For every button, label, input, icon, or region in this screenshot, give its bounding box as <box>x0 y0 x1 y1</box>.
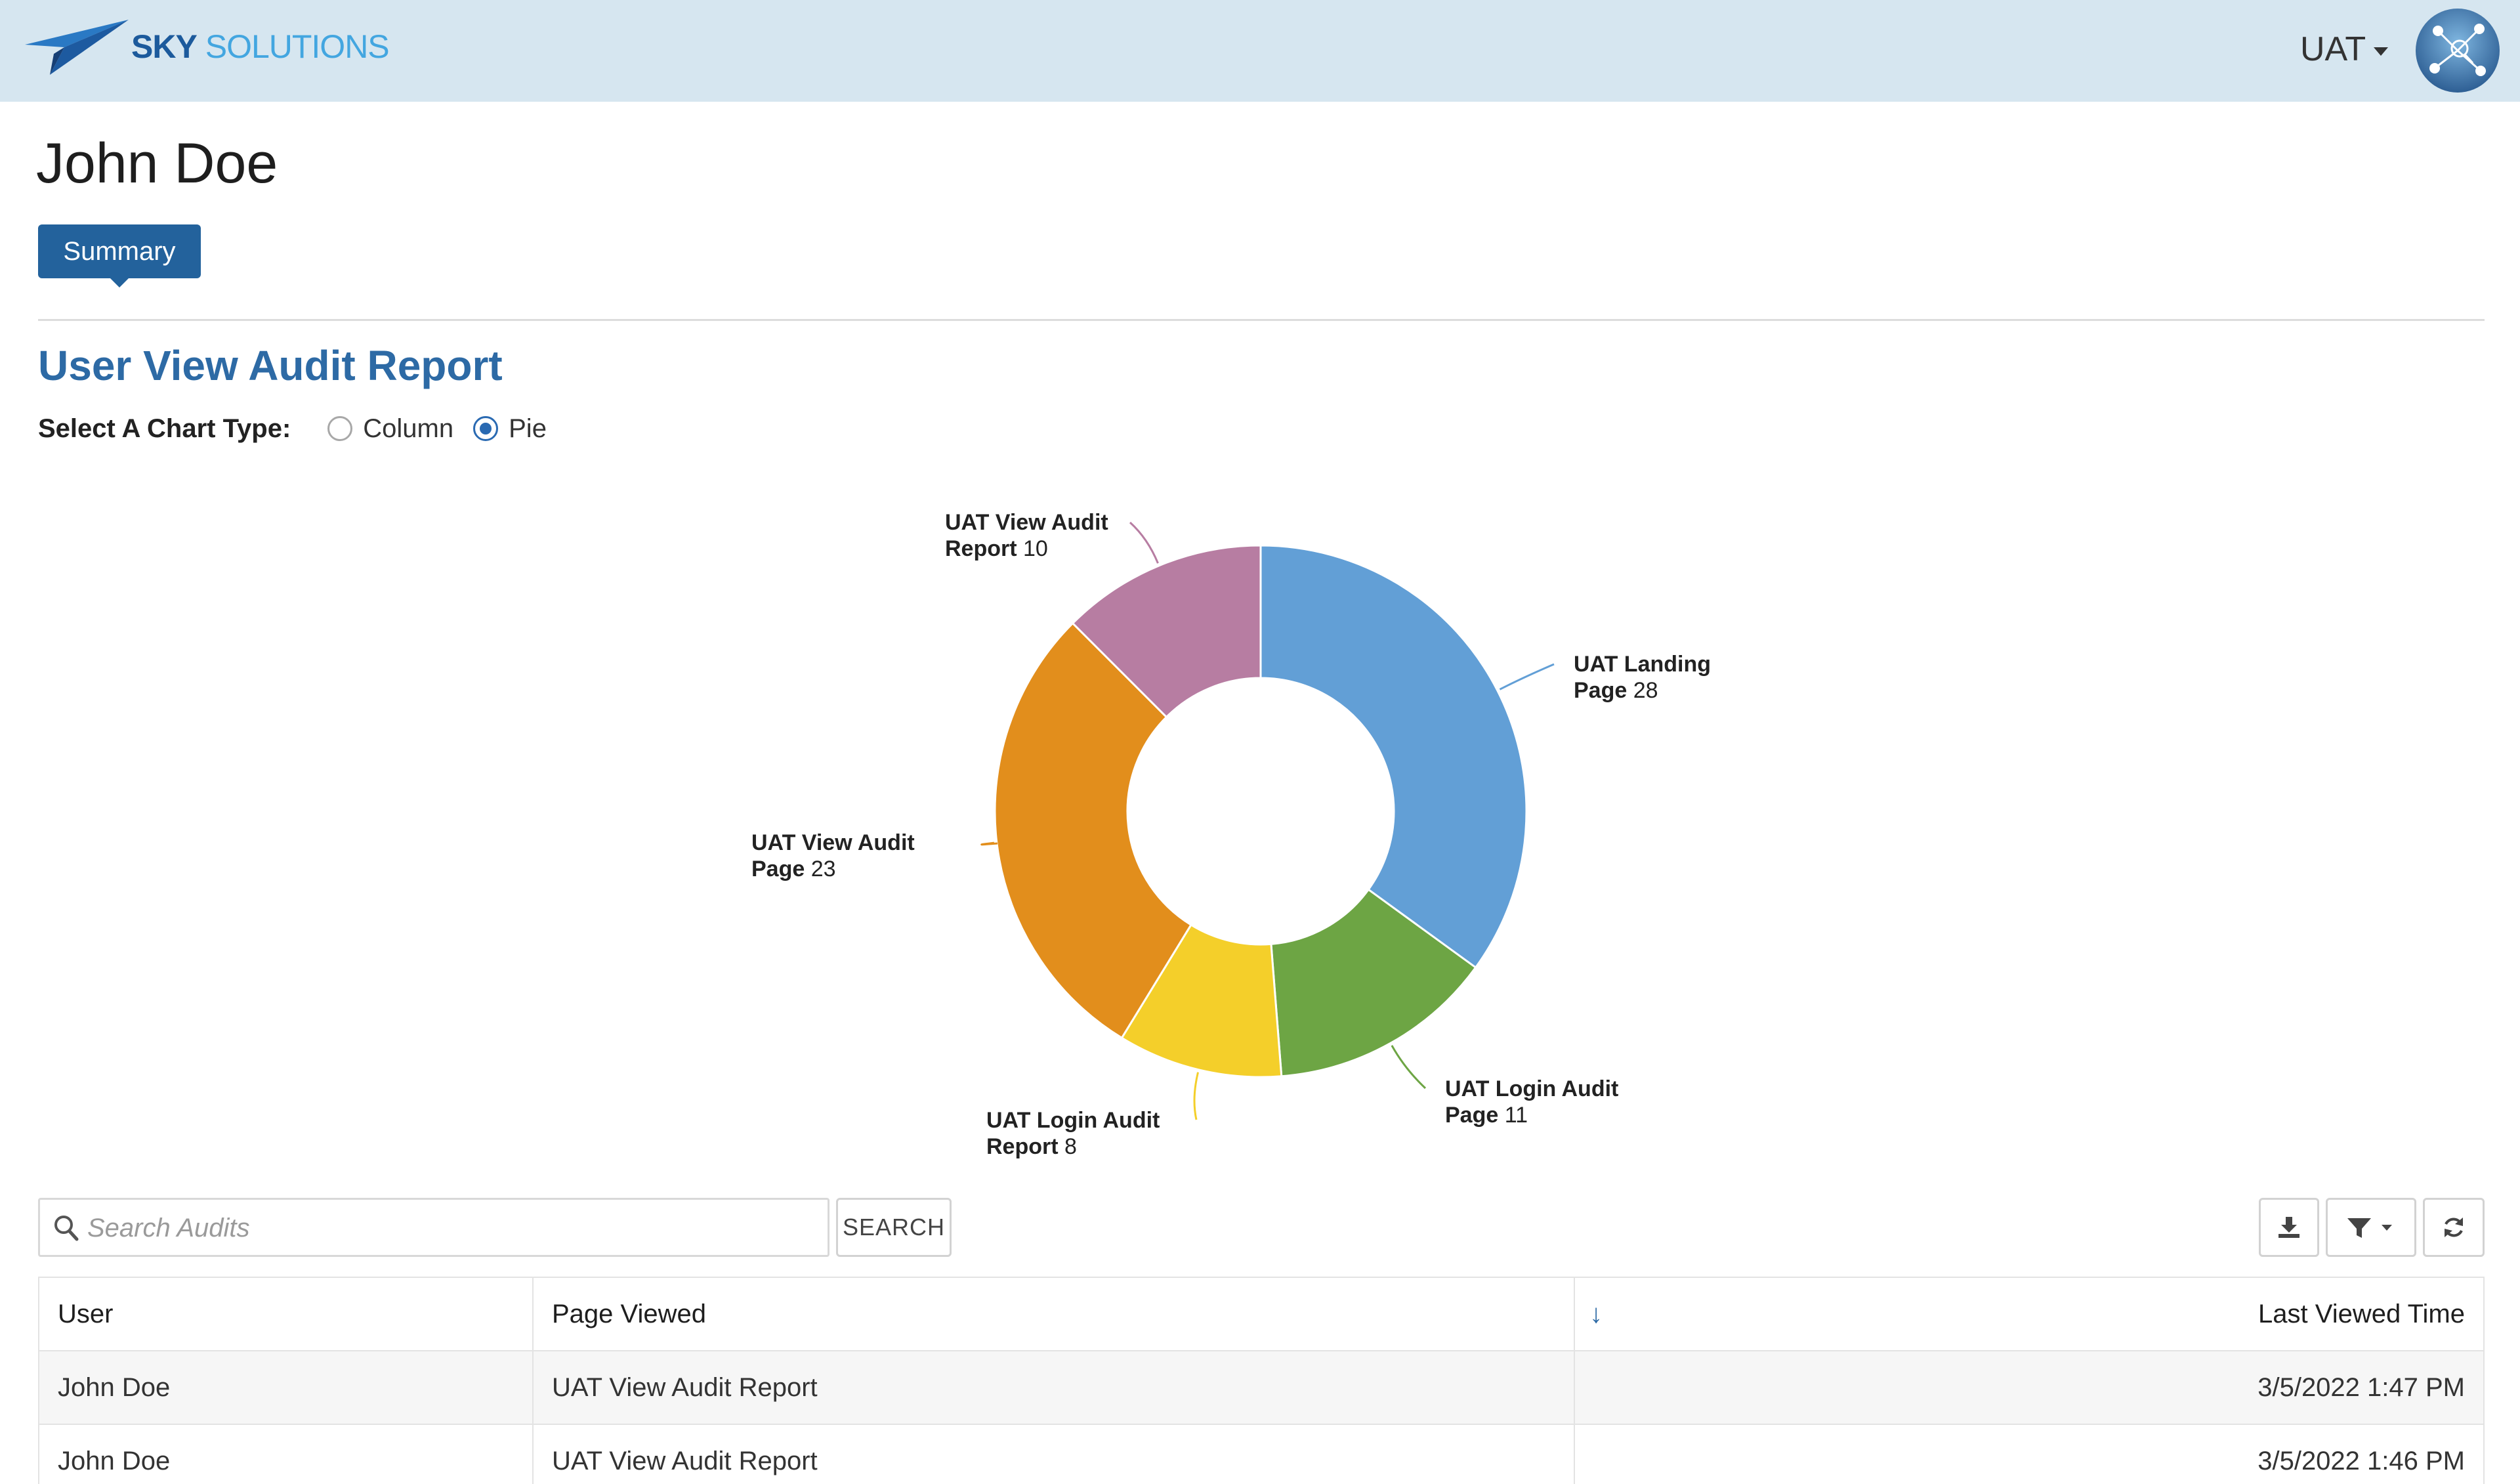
filter-icon <box>2347 1218 2392 1238</box>
radio-pie-label: Pie <box>509 413 547 443</box>
tab-summary[interactable]: Summary <box>38 224 201 287</box>
filter-button[interactable] <box>2326 1198 2416 1257</box>
column-header-user[interactable]: User <box>39 1278 534 1350</box>
chart-leader-lines <box>980 521 1555 1120</box>
top-bar: SKY SOLUTIONS UAT <box>0 0 2520 102</box>
radio-pie[interactable]: Pie <box>473 414 547 444</box>
network-avatar-icon[interactable] <box>2415 8 2500 93</box>
paper-plane-icon[interactable] <box>25 20 130 75</box>
cell-user: John Doe <box>39 1425 534 1484</box>
search-box <box>38 1198 830 1257</box>
pie-slice[interactable] <box>1259 544 1528 969</box>
radio-column-label: Column <box>363 413 454 443</box>
download-icon <box>2278 1217 2300 1238</box>
page-title: John Doe <box>36 132 278 195</box>
search-input[interactable] <box>86 1206 810 1250</box>
radio-column[interactable]: Column <box>327 414 453 444</box>
slice-label: UAT Landing Page 28 <box>1574 652 1711 703</box>
donut-chart: UAT Landing Page 28 UAT Login Audit Page 11… <box>751 510 1711 1159</box>
report-title: User View Audit Report <box>38 342 503 389</box>
column-header-page-viewed[interactable]: Page Viewed <box>534 1278 1575 1350</box>
cell-last-viewed-time: 3/5/2022 1:47 PM <box>2258 1372 2465 1402</box>
brand-secondary: SOLUTIONS <box>205 28 390 65</box>
search-button[interactable]: SEARCH <box>836 1198 952 1257</box>
pie-slice[interactable] <box>994 622 1192 1040</box>
chart-labels: UAT Landing Page 28 UAT Login Audit Page 11… <box>751 510 1711 1159</box>
environment-dropdown[interactable]: UAT <box>2300 30 2389 69</box>
brand-name[interactable]: SKY SOLUTIONS <box>131 28 390 66</box>
slice-label: UAT Login Audit Page 11 <box>1445 1076 1618 1128</box>
leader-line <box>1391 1045 1427 1090</box>
column-header-time-label: Last Viewed Time <box>2258 1299 2465 1328</box>
table-row[interactable]: John Doe UAT View Audit Report 3/5/2022 … <box>39 1425 2483 1484</box>
radio-column-circle[interactable] <box>327 416 353 441</box>
table-row[interactable]: John Doe UAT View Audit Report 3/5/2022 … <box>39 1351 2483 1425</box>
leader-line <box>1193 1072 1199 1120</box>
slice-label: UAT View Audit Report 10 <box>945 510 1108 561</box>
chart-type-label: Select A Chart Type: <box>38 413 291 443</box>
slice-label: UAT View Audit Page 23 <box>751 830 915 881</box>
cell-page-viewed: UAT View Audit Report <box>534 1425 1575 1484</box>
cell-last-viewed-time: 3/5/2022 1:46 PM <box>2258 1446 2465 1475</box>
leader-line <box>980 841 998 846</box>
environment-label: UAT <box>2300 30 2366 68</box>
audit-table: User Page Viewed ↓ Last Viewed Time John… <box>38 1277 2485 1484</box>
caret-down-icon <box>2374 47 2389 56</box>
leader-line <box>1129 521 1159 564</box>
refresh-icon <box>2445 1218 2463 1237</box>
refresh-button[interactable] <box>2423 1198 2485 1257</box>
table-header-row: User Page Viewed ↓ Last Viewed Time <box>39 1278 2483 1351</box>
pie-slice[interactable] <box>1071 544 1262 719</box>
cell-user: John Doe <box>39 1351 534 1424</box>
chart-slices <box>994 544 1528 1078</box>
search-icon <box>54 1216 79 1241</box>
slice-label: UAT Login Audit Report 8 <box>986 1108 1160 1159</box>
download-button[interactable] <box>2259 1198 2319 1257</box>
radio-pie-circle[interactable] <box>473 416 499 441</box>
leader-line <box>1499 663 1555 690</box>
divider <box>38 319 2485 321</box>
chart-type-selector: Select A Chart Type: Column Pie <box>38 412 566 445</box>
column-header-last-viewed-time[interactable]: ↓ Last Viewed Time <box>1575 1278 2483 1350</box>
pie-slice[interactable] <box>1120 923 1283 1078</box>
brand-primary: SKY <box>131 28 198 65</box>
pie-slice[interactable] <box>1270 888 1477 1078</box>
cell-page-viewed: UAT View Audit Report <box>534 1351 1575 1424</box>
sort-down-icon[interactable]: ↓ <box>1589 1299 1603 1328</box>
